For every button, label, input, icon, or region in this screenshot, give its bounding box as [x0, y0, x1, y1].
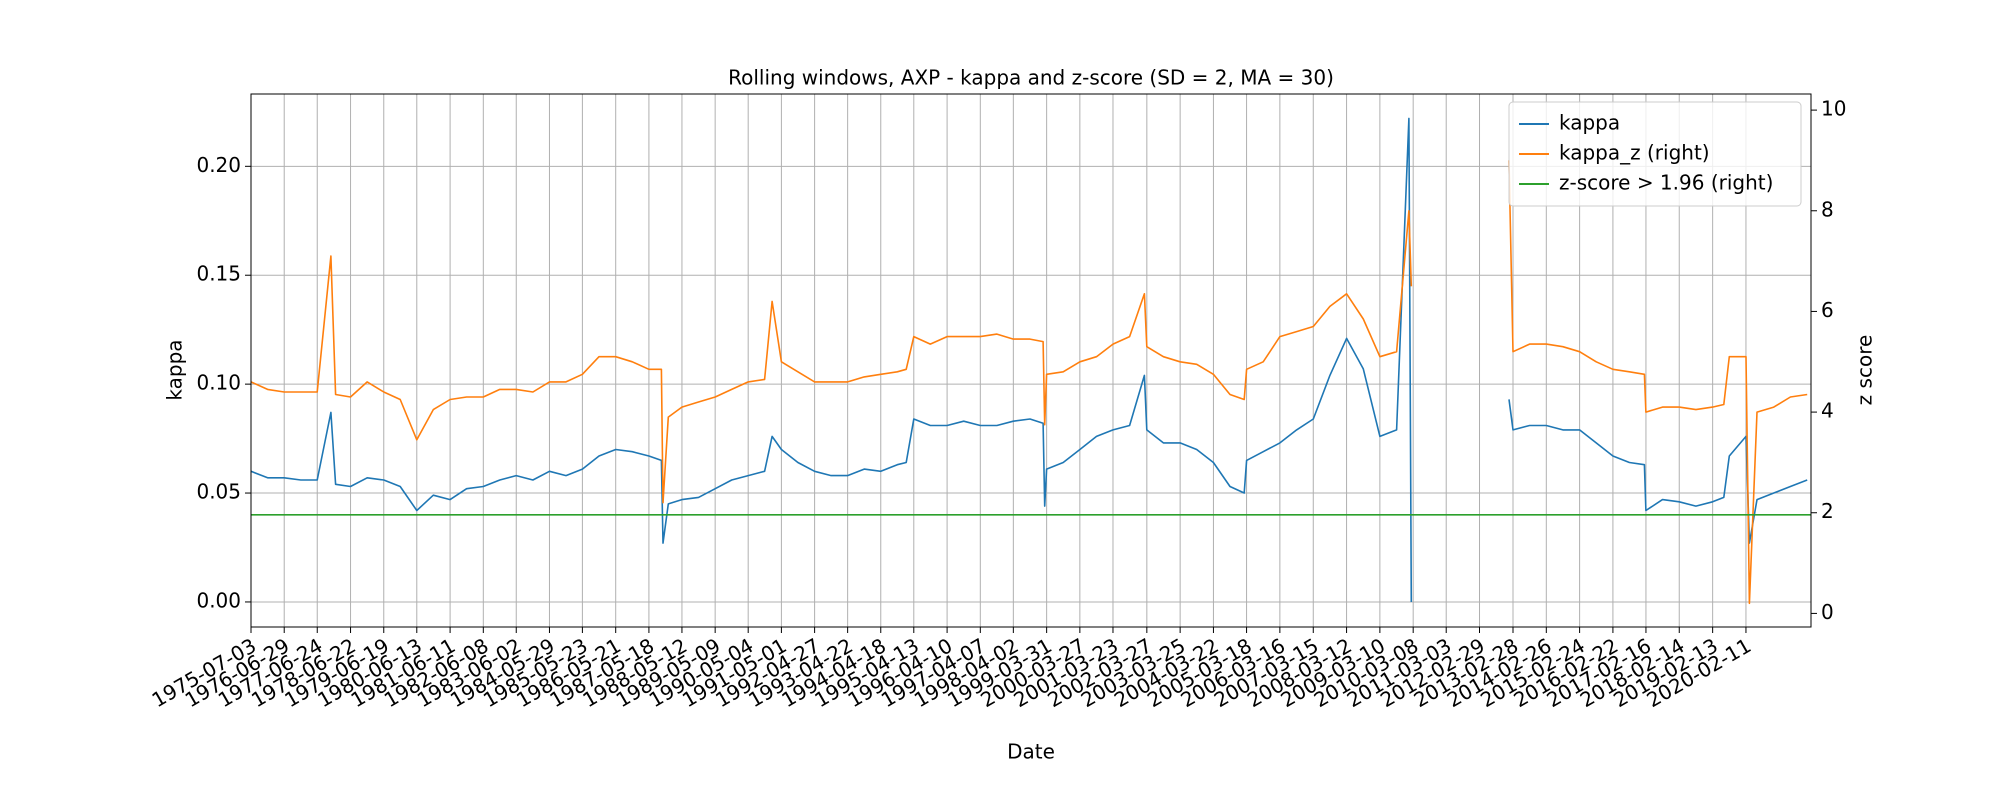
y2-tick-label: 4: [1821, 399, 1834, 423]
y-tick-label: 0.20: [196, 153, 241, 177]
y-axis-label: kappa: [163, 339, 187, 400]
legend-box: [1508, 101, 1802, 207]
y2-tick-label: 0: [1821, 600, 1834, 624]
y2-tick-label: 2: [1821, 499, 1834, 523]
y-tick-label: 0.05: [196, 480, 241, 504]
y-tick-label: 0.00: [196, 588, 241, 612]
series-line: [251, 160, 1808, 605]
plot-frame: [250, 93, 1812, 628]
plot-area: [251, 117, 1811, 605]
y2-tick-label: 6: [1821, 298, 1834, 322]
y-tick-label: 0.15: [196, 262, 241, 286]
y2-axis-label: z score: [1853, 335, 1877, 406]
y-tick-label: 0.10: [196, 371, 241, 395]
y2-tick-label: 8: [1821, 197, 1834, 221]
x-axis-label: Date: [1007, 740, 1055, 764]
legend-label: kappa_z (right): [1559, 141, 1710, 165]
y2-tick-label: 10: [1821, 97, 1846, 121]
chart-title: Rolling windows, AXP - kappa and z-score…: [728, 66, 1334, 90]
legend-label: kappa: [1559, 111, 1620, 135]
legend-label: z-score > 1.96 (right): [1559, 171, 1773, 195]
